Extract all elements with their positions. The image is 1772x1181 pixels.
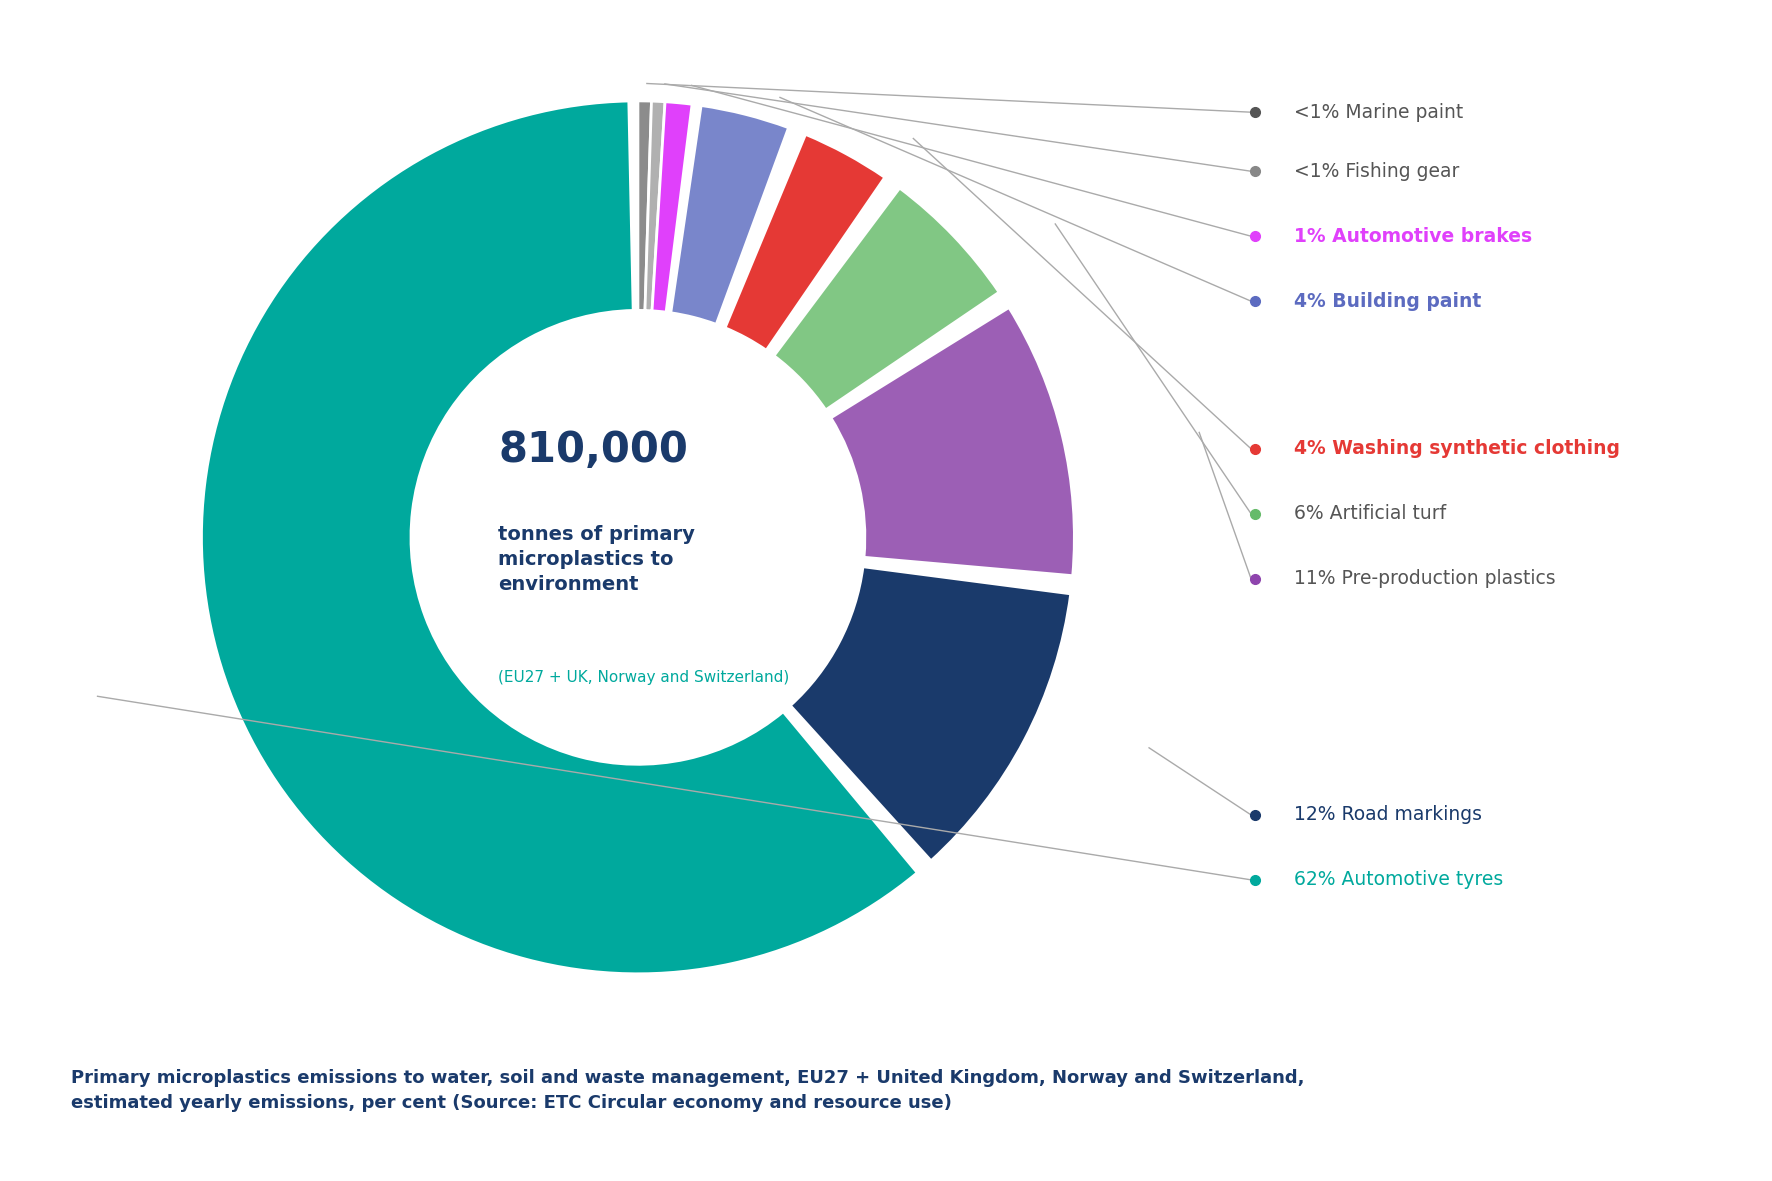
Wedge shape xyxy=(725,135,884,351)
Wedge shape xyxy=(672,105,789,325)
Wedge shape xyxy=(652,102,693,312)
Wedge shape xyxy=(638,100,652,311)
Text: 12% Road markings: 12% Road markings xyxy=(1294,805,1481,824)
Text: Primary microplastics emissions to water, soil and waste management, EU27 + Unit: Primary microplastics emissions to water… xyxy=(71,1069,1304,1111)
Text: <1% Marine paint: <1% Marine paint xyxy=(1294,103,1464,122)
Text: tonnes of primary
microplastics to
environment: tonnes of primary microplastics to envir… xyxy=(498,524,695,594)
Text: <1% Fishing gear: <1% Fishing gear xyxy=(1294,162,1458,181)
Wedge shape xyxy=(831,307,1074,575)
Wedge shape xyxy=(790,567,1070,861)
Text: 11% Pre-production plastics: 11% Pre-production plastics xyxy=(1294,569,1556,588)
Text: 4% Building paint: 4% Building paint xyxy=(1294,292,1481,311)
Text: 1% Automotive brakes: 1% Automotive brakes xyxy=(1294,227,1531,246)
Text: 810,000: 810,000 xyxy=(498,429,688,471)
Wedge shape xyxy=(645,102,664,311)
Wedge shape xyxy=(774,188,999,410)
Text: (EU27 + UK, Norway and Switzerland): (EU27 + UK, Norway and Switzerland) xyxy=(498,670,790,685)
Text: 62% Automotive tyres: 62% Automotive tyres xyxy=(1294,870,1503,889)
Text: 4% Washing synthetic clothing: 4% Washing synthetic clothing xyxy=(1294,439,1620,458)
Text: 6% Artificial turf: 6% Artificial turf xyxy=(1294,504,1446,523)
Wedge shape xyxy=(202,102,918,974)
